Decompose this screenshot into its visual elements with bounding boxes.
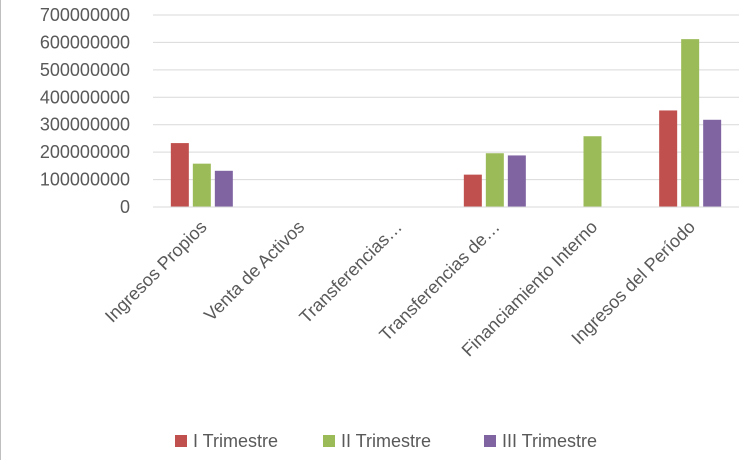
bar-iii-trimestre-0	[214, 170, 233, 207]
gridlines	[153, 14, 739, 181]
bar-ii-trimestre-0	[192, 163, 211, 207]
bar-ii-trimestre-3	[485, 153, 504, 207]
y-tick-label: 100000000	[40, 170, 130, 190]
y-tick-label: 200000000	[40, 142, 130, 162]
bars	[170, 39, 722, 207]
y-axis-tick-labels: 0 100000000 200000000 300000000 400000000 500…	[40, 5, 130, 217]
y-tick-label: 300000000	[40, 115, 130, 135]
y-tick-label: 600000000	[40, 32, 130, 52]
legend-label: I Trimestre	[193, 431, 278, 451]
x-category-label: Venta de Activos	[200, 217, 308, 325]
legend-swatch	[323, 435, 335, 447]
bar-iii-trimestre-3	[507, 155, 526, 207]
bar-ii-trimestre-4	[583, 136, 602, 207]
x-category-label: Transferencias…	[295, 217, 406, 328]
bar-i-trimestre-3	[463, 174, 482, 207]
legend: I Trimestre II Trimestre III Trimestre	[175, 431, 597, 451]
x-category-label: Ingresos Propios	[101, 217, 211, 327]
bar-i-trimestre-5	[659, 110, 678, 207]
y-tick-label: 500000000	[40, 60, 130, 80]
bar-ii-trimestre-5	[681, 39, 700, 207]
y-tick-label: 400000000	[40, 87, 130, 107]
bar-i-trimestre-0	[170, 143, 189, 207]
y-tick-label: 0	[120, 197, 130, 217]
legend-swatch	[484, 435, 496, 447]
legend-label: II Trimestre	[341, 431, 431, 451]
y-tick-label: 700000000	[40, 5, 130, 25]
legend-label: III Trimestre	[502, 431, 597, 451]
legend-swatch	[175, 435, 187, 447]
bar-iii-trimestre-5	[703, 119, 722, 207]
